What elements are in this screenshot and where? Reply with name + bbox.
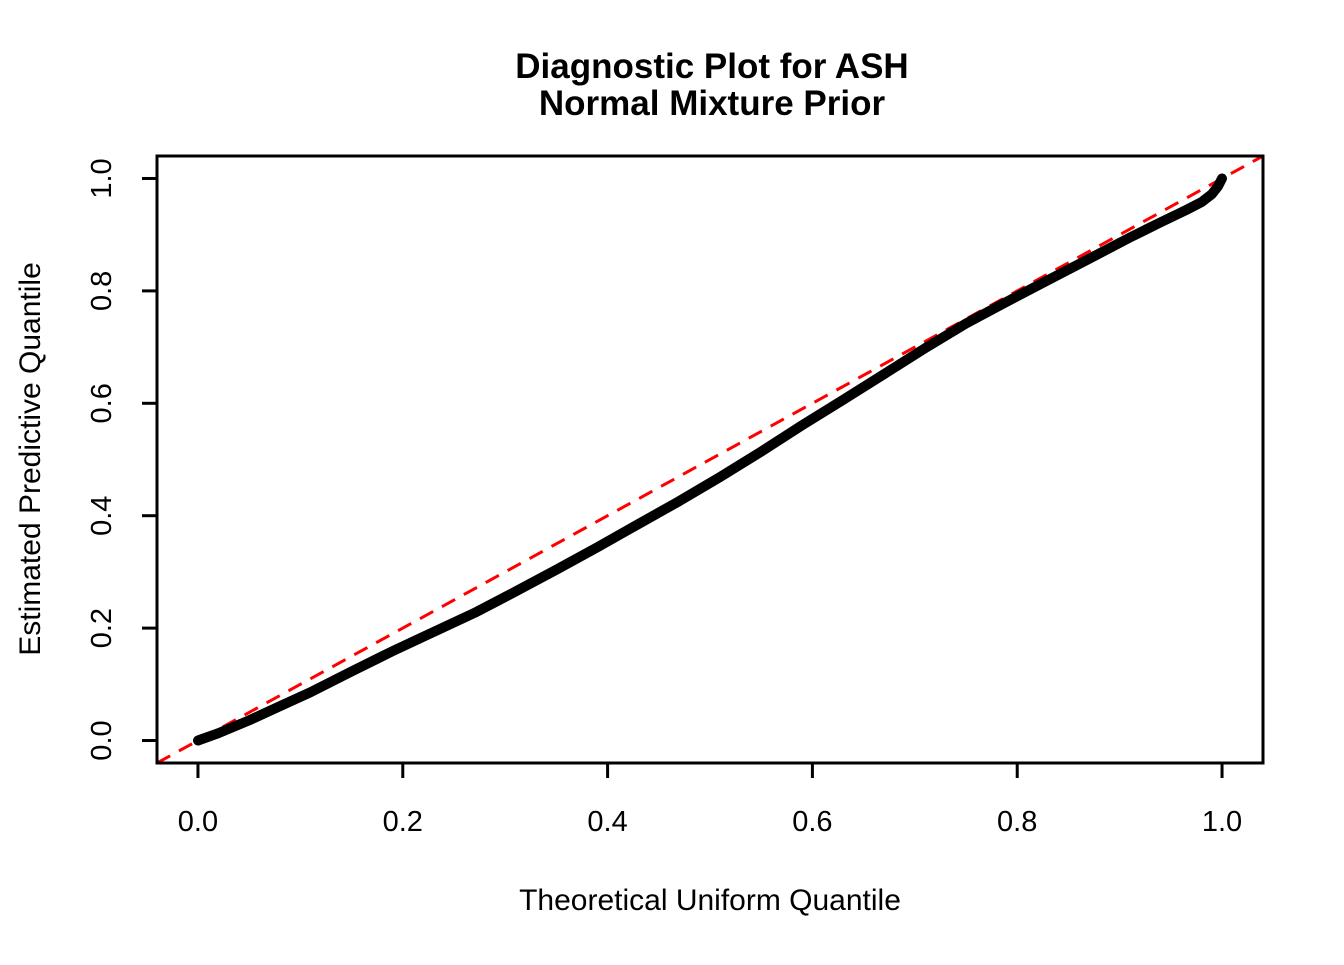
y-axis-tick-label: 0.8 (86, 271, 118, 311)
qq-curve (193, 173, 1227, 746)
y-axis-tick-label: 0.4 (86, 496, 118, 536)
x-axis-tick-label: 0.8 (997, 806, 1037, 838)
identity-reference-line (156, 154, 1264, 765)
plot-title-line-2: Normal Mixture Prior (539, 84, 886, 123)
y-axis-label: Estimated Predictive Quantile (14, 262, 47, 656)
y-axis-tick-label: 0.0 (86, 720, 118, 760)
y-axis-tick-label: 1.0 (86, 158, 118, 198)
y-axis-tick-label: 0.2 (86, 608, 118, 648)
x-axis-label: Theoretical Uniform Quantile (519, 884, 901, 917)
x-axis-tick-label: 1.0 (1202, 806, 1242, 838)
plot-area: 0.0 0.2 0.4 0.6 0.8 1.0 0.0 0.2 0.4 0.6 0.8 1.0 (86, 154, 1265, 838)
x-axis-tick-label: 0.2 (383, 806, 423, 838)
plot-title-line-1: Diagnostic Plot for ASH (515, 47, 908, 86)
y-axis-tick-label: 0.6 (86, 383, 118, 423)
x-axis-tick-label: 0.6 (792, 806, 832, 838)
x-axis-tick-label: 0.0 (178, 806, 218, 838)
x-axis-tick-label: 0.4 (587, 806, 627, 838)
plot-box (155, 154, 1265, 765)
